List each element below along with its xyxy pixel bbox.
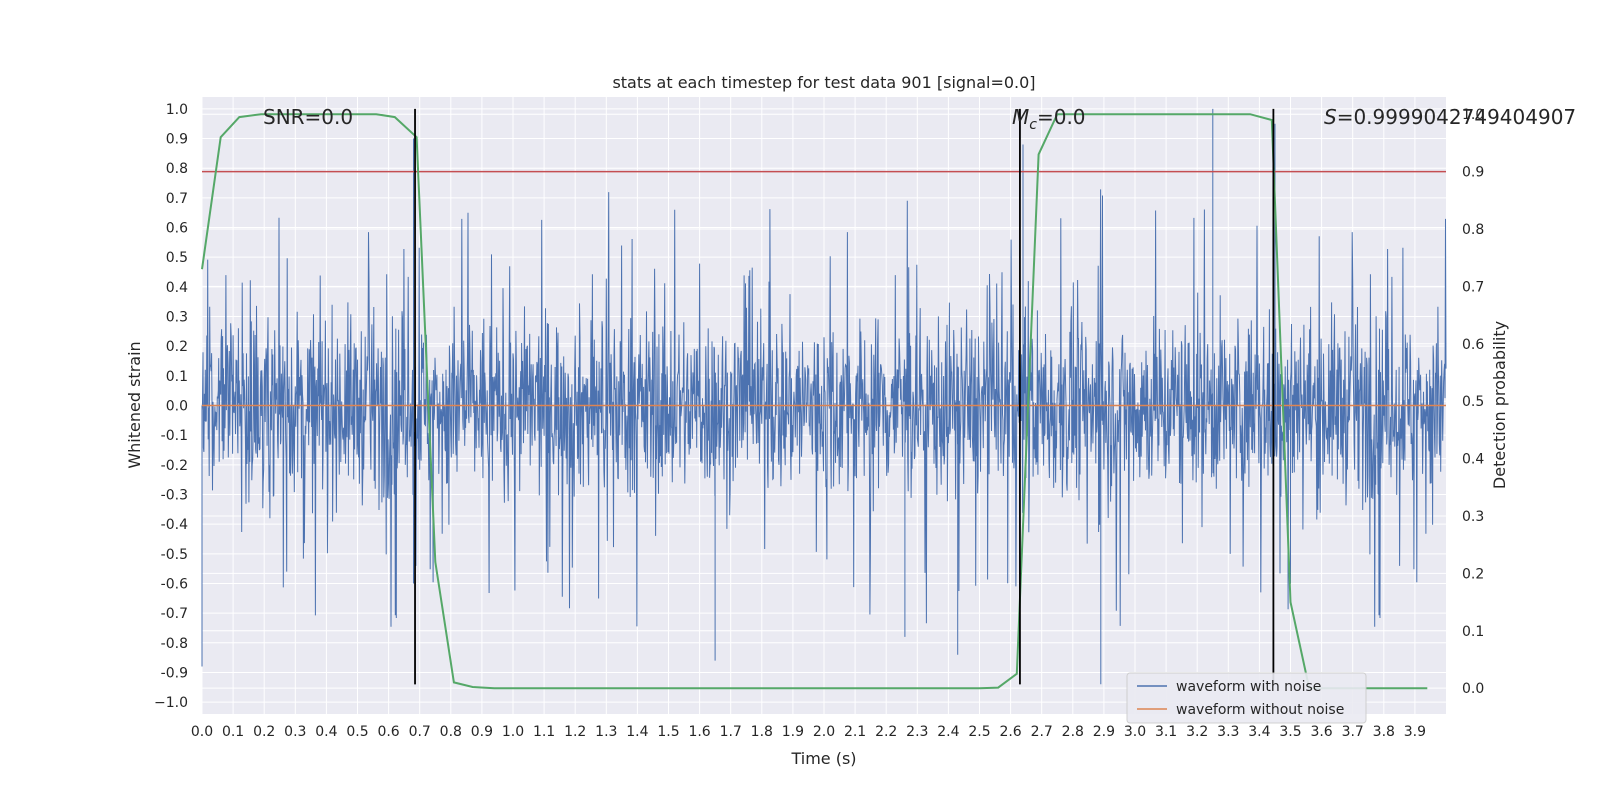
x-tick-label: 0.3 — [284, 724, 306, 740]
y-tick-label: -0.3 — [161, 487, 188, 503]
x-tick-label: 3.0 — [1124, 724, 1146, 740]
x-tick-label: 2.2 — [875, 724, 897, 740]
x-tick-labels: 0.0 0.1 0.2 0.3 0.4 0.5 0.6 0.7 0.8 0.9 1.0 1.1 1.2 1… — [191, 724, 1426, 740]
chirp-mass-symbol: M — [1012, 105, 1029, 129]
y-tick-label: 0.2 — [166, 339, 188, 355]
x-tick-label: 3.3 — [1217, 724, 1239, 740]
chirp-mass-annotation: Mc=0.0 — [1012, 105, 1086, 133]
y-tick-label: -0.1 — [161, 428, 188, 444]
event-markers — [414, 108, 1275, 685]
x-tick-label: 1.0 — [502, 724, 524, 740]
y-tick-label: -0.2 — [161, 458, 188, 474]
y-tick-label: 0.6 — [166, 221, 188, 237]
x-tick-label: 2.3 — [906, 724, 928, 740]
y2-tick-label: 0.2 — [1462, 566, 1484, 582]
x-tick-label: 1.1 — [533, 724, 555, 740]
y-tick-label: 0.3 — [166, 310, 188, 326]
score-value: =0.9999042749404907 — [1337, 105, 1576, 129]
y2-tick-labels: 1.0 0.9 0.8 0.7 0.6 0.5 0.4 0.3 0.2 0.1 0.0 — [1462, 107, 1484, 697]
y-tick-label: 0.9 — [166, 132, 188, 148]
x-tick-label: 0.6 — [377, 724, 399, 740]
y-tick-label: -0.9 — [161, 665, 188, 681]
x-tick-label: 0.1 — [222, 724, 244, 740]
x-tick-label: 2.0 — [813, 724, 835, 740]
x-tick-label: 1.4 — [626, 724, 648, 740]
x-tick-label: 3.2 — [1186, 724, 1208, 740]
x-tick-label: 3.7 — [1342, 724, 1364, 740]
y2-tick-label: 0.6 — [1462, 337, 1484, 353]
x-tick-label: 3.1 — [1155, 724, 1177, 740]
x-tick-label: 0.4 — [315, 724, 337, 740]
x-tick-label: 0.0 — [191, 724, 213, 740]
y2-tick-label: 0.0 — [1462, 681, 1484, 697]
y2-tick-label: 0.8 — [1462, 222, 1484, 238]
noise-trace — [201, 108, 1447, 685]
y2-tick-label: 1.0 — [1462, 107, 1484, 123]
x-tick-label: 3.5 — [1279, 724, 1301, 740]
y-tick-label: -0.7 — [161, 606, 188, 622]
chirp-mass-value: =0.0 — [1037, 105, 1086, 129]
x-tick-label: 2.7 — [1031, 724, 1053, 740]
y2-tick-label: 0.5 — [1462, 394, 1484, 410]
x-tick-label: 2.5 — [968, 724, 990, 740]
y-tick-label: 0.0 — [166, 399, 188, 415]
y-tick-label: -0.8 — [161, 636, 188, 652]
y-tick-label: 0.5 — [166, 250, 188, 266]
y-tick-label: -0.4 — [161, 517, 188, 533]
y-tick-label: 0.1 — [166, 369, 188, 385]
legend-label-clean: waveform without noise — [1176, 702, 1344, 718]
x-tick-label: 2.6 — [999, 724, 1021, 740]
x-tick-label: 2.4 — [937, 724, 959, 740]
y-tick-label: -0.5 — [161, 547, 188, 563]
x-tick-label: 2.1 — [844, 724, 866, 740]
y-tick-label: 0.4 — [166, 280, 188, 296]
y-tick-label: 0.8 — [166, 161, 188, 177]
y2-tick-label: 0.9 — [1462, 165, 1484, 181]
y2-tick-label: 0.1 — [1462, 624, 1484, 640]
y2-tick-label: 0.3 — [1462, 509, 1484, 525]
x-tick-label: 3.6 — [1310, 724, 1332, 740]
x-tick-label: 1.3 — [595, 724, 617, 740]
x-tick-label: 0.9 — [471, 724, 493, 740]
y2-tick-label: 0.4 — [1462, 452, 1484, 468]
x-tick-label: 1.7 — [720, 724, 742, 740]
x-tick-label: 3.9 — [1404, 724, 1426, 740]
x-tick-label: 1.6 — [688, 724, 710, 740]
x-axis-label: Time (s) — [790, 749, 856, 768]
y-axis-label: Whitened strain — [125, 341, 144, 468]
x-tick-label: 3.8 — [1373, 724, 1395, 740]
x-tick-label: 0.5 — [346, 724, 368, 740]
snr-annotation: SNR=0.0 — [263, 105, 353, 129]
y2-axis-label: Detection probability — [1490, 321, 1509, 489]
y-tick-label: 0.7 — [166, 191, 188, 207]
legend-label-noise: waveform with noise — [1176, 679, 1321, 695]
legend-box — [1126, 672, 1367, 724]
y-tick-label: −1.0 — [154, 695, 188, 711]
chart-title: stats at each timestep for test data 901… — [612, 73, 1035, 92]
x-tick-label: 1.9 — [782, 724, 804, 740]
waveform-with-noise-series — [201, 108, 1447, 685]
x-tick-label: 1.8 — [751, 724, 773, 740]
x-tick-label: 2.9 — [1093, 724, 1115, 740]
legend: waveform with noise waveform without noi… — [1126, 672, 1367, 724]
y-tick-label: -0.6 — [161, 576, 188, 592]
y-tick-label: 1.0 — [166, 102, 188, 118]
x-tick-label: 3.4 — [1248, 724, 1270, 740]
y-tick-labels: 1.0 0.9 0.8 0.7 0.6 0.5 0.4 0.3 0.2 0.1 0.0 -0.1 -0.… — [154, 102, 188, 711]
x-tick-label: 0.8 — [440, 724, 462, 740]
score-annotation: S=0.9999042749404907 — [1324, 105, 1576, 129]
score-symbol: S — [1324, 105, 1337, 129]
x-tick-label: 1.5 — [657, 724, 679, 740]
chirp-mass-subscript: c — [1029, 117, 1037, 133]
x-tick-label: 0.7 — [409, 724, 431, 740]
x-tick-label: 1.2 — [564, 724, 586, 740]
x-tick-label: 2.8 — [1062, 724, 1084, 740]
x-tick-label: 0.2 — [253, 724, 275, 740]
y2-tick-label: 0.7 — [1462, 279, 1484, 295]
